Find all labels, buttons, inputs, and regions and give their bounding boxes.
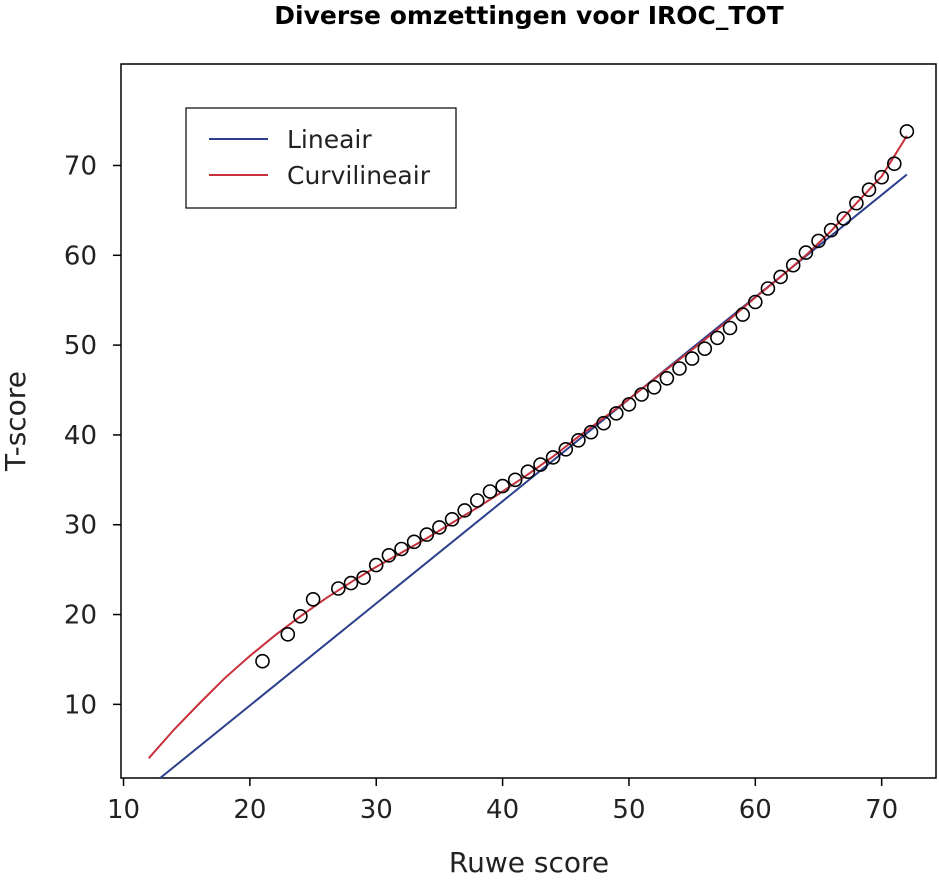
x-axis-ticks: 10 20 30 40 50 60 70 [107,778,898,825]
data-point [823,222,839,238]
x-tick-label: 50 [612,795,645,825]
data-point [457,503,473,518]
x-tick-label: 40 [486,795,519,825]
data-point [710,330,725,346]
data-point [634,387,649,402]
legend: Lineair Curvilineair [185,107,457,209]
data-point [482,484,498,499]
plot-area [148,124,915,779]
data-point [836,211,852,226]
data-point [621,397,637,412]
data-point [697,341,713,357]
data-point [545,450,561,465]
data-point [343,575,359,591]
data-point [659,370,675,386]
data-point [330,581,346,596]
plot-frame [120,63,937,779]
data-point [899,124,915,139]
data-point [394,541,409,557]
data-point [722,320,738,336]
x-tick-label: 20 [233,795,266,825]
data-point [798,245,814,260]
data-point [381,547,397,563]
data-point [735,307,751,322]
data-point [747,294,763,310]
chart-title: Diverse omzettingen voor IROC_TOT [274,1,784,30]
data-point [760,281,776,296]
y-tick-label: 70 [64,151,97,181]
data-point [495,478,510,494]
data-point [520,464,536,480]
y-axis-ticks: 10 20 30 40 50 60 70 [64,151,121,720]
legend-label-curvilineair: Curvilineair [287,161,431,190]
data-point [596,415,612,431]
x-tick-label: 70 [865,795,898,825]
data-point [874,169,890,185]
data-point [356,570,371,586]
data-point [785,257,801,273]
data-point [558,441,574,457]
series-line-curvilineair [148,135,908,759]
data-point [886,156,902,171]
data-point [507,472,523,488]
x-tick-label: 30 [360,795,393,825]
data-point [583,424,599,440]
data-point [533,457,548,472]
data-point [419,527,435,542]
x-tick-label: 10 [107,795,140,825]
y-tick-label: 20 [64,601,97,631]
x-axis-label: Ruwe score [449,846,609,879]
y-tick-label: 40 [64,421,97,451]
data-point [444,511,460,527]
y-axis-label: T-score [0,371,32,472]
legend-label-lineair: Lineair [287,125,372,154]
data-point [684,351,700,366]
data-point [608,406,624,421]
y-tick-label: 50 [64,331,97,361]
y-tick-label: 10 [64,690,97,720]
data-point [646,379,662,395]
data-point [432,520,447,535]
data-point [811,233,826,249]
y-tick-label: 30 [64,511,97,541]
y-tick-label: 60 [64,241,97,271]
data-point [255,653,270,669]
x-tick-label: 60 [739,795,772,825]
data-point [368,557,384,573]
data-point [469,493,485,508]
data-point [406,534,422,550]
data-point [571,432,586,448]
data-point [861,182,877,197]
data-point [305,591,321,607]
data-point [293,608,308,624]
data-point [672,361,687,376]
data-point [280,626,296,642]
legend-box [185,107,457,209]
data-point [773,269,788,285]
data-point [849,195,864,211]
